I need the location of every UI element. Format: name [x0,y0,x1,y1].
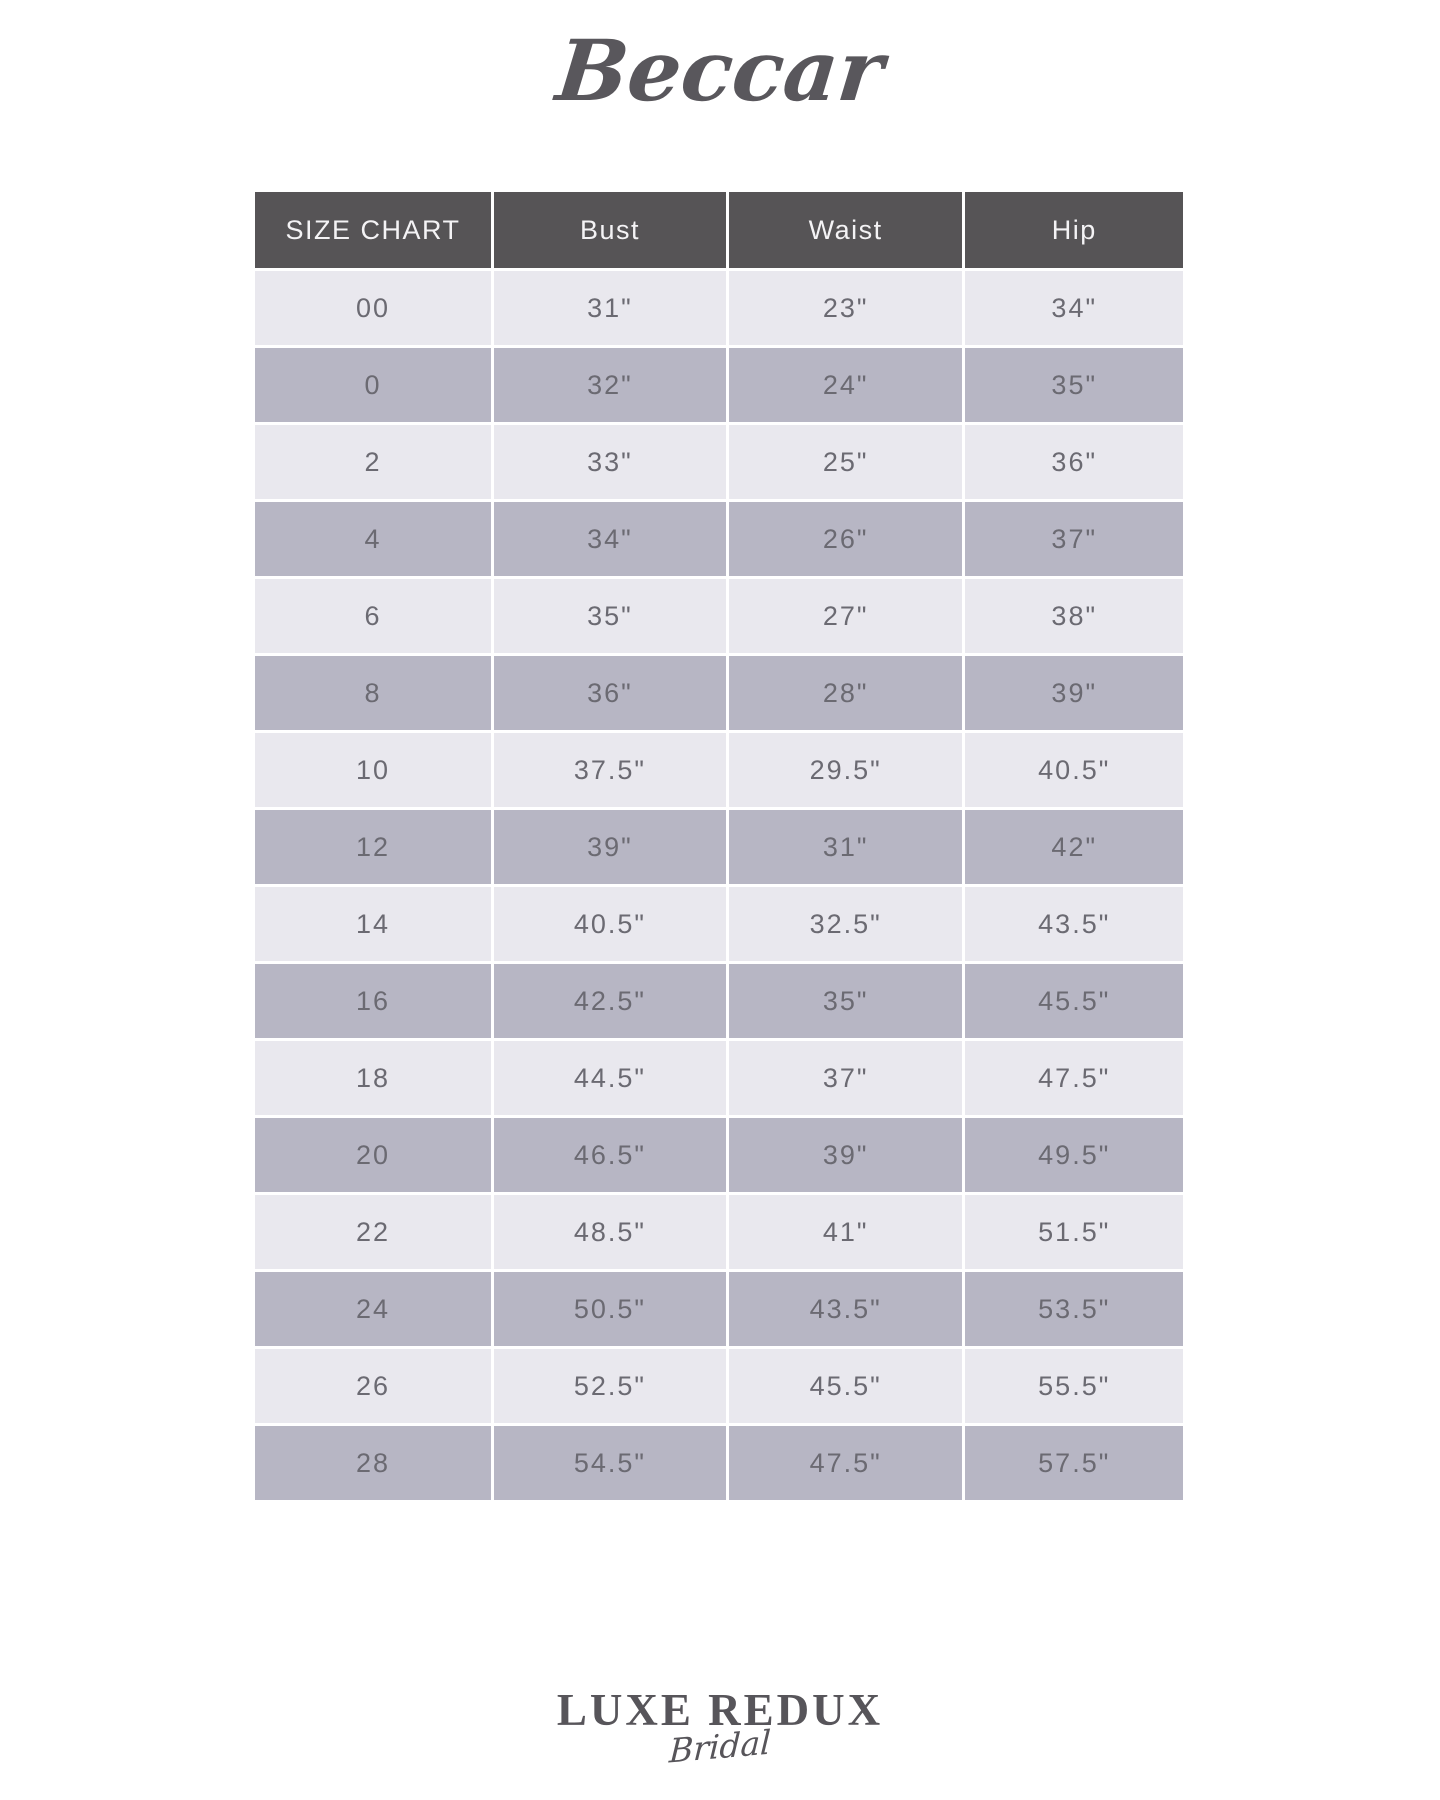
table-row: 28 54.5" 47.5" 57.5" [255,1424,1183,1500]
size-cell: 12 [255,808,495,887]
bust-cell: 40.5" [492,885,729,964]
waist-cell: 41" [727,1193,966,1272]
bust-cell: 52.5" [492,1347,729,1426]
size-cell: 8 [255,654,495,733]
bust-cell: 32" [492,346,729,425]
size-chart-table: SIZE CHART Bust Waist Hip 00 31" 23" 34"… [255,192,1183,1500]
header-row: SIZE CHART Bust Waist Hip [255,192,1183,271]
bust-cell: 36" [492,654,729,733]
size-cell: 18 [255,1039,495,1118]
table-row: 22 48.5" 41" 51.5" [255,1193,1183,1272]
bust-cell: 50.5" [492,1270,729,1349]
hip-cell: 53.5" [963,1270,1183,1349]
hip-cell: 34" [963,269,1183,348]
col-header-size-chart: SIZE CHART [255,192,495,271]
beccar-script-logo: Beccar [552,21,888,120]
hip-cell: 49.5" [963,1116,1183,1195]
size-cell: 14 [255,885,495,964]
col-header-waist: Waist [727,192,966,271]
size-cell: 20 [255,1116,495,1195]
waist-cell: 28" [727,654,966,733]
bust-cell: 48.5" [492,1193,729,1272]
waist-cell: 24" [727,346,966,425]
bust-cell: 34" [492,500,729,579]
hip-cell: 40.5" [963,731,1183,810]
bust-cell: 33" [492,423,729,502]
waist-cell: 45.5" [727,1347,966,1426]
table-row: 18 44.5" 37" 47.5" [255,1039,1183,1118]
hip-cell: 39" [963,654,1183,733]
col-header-bust: Bust [492,192,729,271]
size-cell: 0 [255,346,495,425]
bust-cell: 44.5" [492,1039,729,1118]
size-cell: 10 [255,731,495,810]
size-cell: 4 [255,500,495,579]
waist-cell: 27" [727,577,966,656]
hip-cell: 36" [963,423,1183,502]
bust-cell: 39" [492,808,729,887]
size-cell: 28 [255,1424,495,1500]
table-row: 6 35" 27" 38" [255,577,1183,656]
waist-cell: 26" [727,500,966,579]
table-row: 2 33" 25" 36" [255,423,1183,502]
waist-cell: 23" [727,269,966,348]
bust-cell: 54.5" [492,1424,729,1500]
hip-cell: 35" [963,346,1183,425]
waist-cell: 29.5" [727,731,966,810]
size-cell: 26 [255,1347,495,1426]
waist-cell: 37" [727,1039,966,1118]
hip-cell: 38" [963,577,1183,656]
size-chart-header: SIZE CHART Bust Waist Hip [255,192,1183,271]
size-cell: 00 [255,269,495,348]
table-row: 16 42.5" 35" 45.5" [255,962,1183,1041]
bust-cell: 31" [492,269,729,348]
size-cell: 24 [255,1270,495,1349]
hip-cell: 47.5" [963,1039,1183,1118]
bust-cell: 42.5" [492,962,729,1041]
size-cell: 6 [255,577,495,656]
bust-cell: 46.5" [492,1116,729,1195]
hip-cell: 51.5" [963,1193,1183,1272]
table-row: 0 32" 24" 35" [255,346,1183,425]
size-chart-body: 00 31" 23" 34" 0 32" 24" 35" 2 33" 25" 3… [255,269,1183,1500]
waist-cell: 43.5" [727,1270,966,1349]
bridal-script-logo: Bridal [668,1722,772,1771]
hip-cell: 57.5" [963,1424,1183,1500]
waist-cell: 47.5" [727,1424,966,1500]
table-row: 4 34" 26" 37" [255,500,1183,579]
hip-cell: 37" [963,500,1183,579]
size-cell: 22 [255,1193,495,1272]
table-row: 26 52.5" 45.5" 55.5" [255,1347,1183,1426]
bust-cell: 35" [492,577,729,656]
bust-cell: 37.5" [492,731,729,810]
waist-cell: 31" [727,808,966,887]
table-row: 14 40.5" 32.5" 43.5" [255,885,1183,964]
table-row: 8 36" 28" 39" [255,654,1183,733]
size-cell: 2 [255,423,495,502]
table-row: 10 37.5" 29.5" 40.5" [255,731,1183,810]
waist-cell: 35" [727,962,966,1041]
luxe-redux-logo: LUXE REDUX [556,1685,884,1735]
hip-cell: 42" [963,808,1183,887]
table-row: 00 31" 23" 34" [255,269,1183,348]
table-row: 12 39" 31" 42" [255,808,1183,887]
waist-cell: 39" [727,1116,966,1195]
waist-cell: 32.5" [727,885,966,964]
table-row: 20 46.5" 39" 49.5" [255,1116,1183,1195]
hip-cell: 43.5" [963,885,1183,964]
hip-cell: 55.5" [963,1347,1183,1426]
col-header-hip: Hip [963,192,1183,271]
footer-logo: LUXE REDUX Bridal [0,1685,1440,1771]
hip-cell: 45.5" [963,962,1183,1041]
table-row: 24 50.5" 43.5" 53.5" [255,1270,1183,1349]
size-cell: 16 [255,962,495,1041]
waist-cell: 25" [727,423,966,502]
